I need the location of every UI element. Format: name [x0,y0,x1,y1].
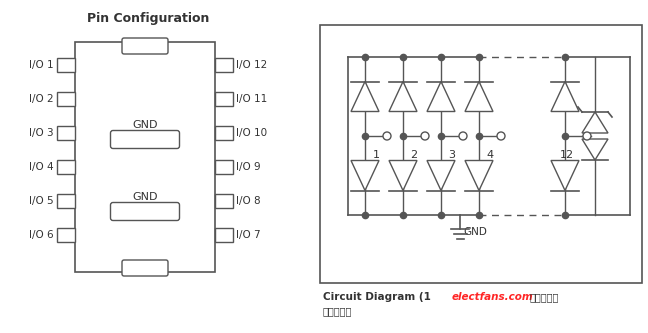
Text: I/O 9: I/O 9 [236,162,260,172]
Polygon shape [427,161,455,190]
Bar [215,228,233,242]
Text: 电路原理及: 电路原理及 [530,292,559,302]
FancyBboxPatch shape [122,260,168,276]
Bar [215,126,233,140]
Circle shape [583,132,591,140]
Text: 3: 3 [448,150,456,160]
Text: I/O 12: I/O 12 [236,60,267,70]
Text: I/O 7: I/O 7 [236,230,260,240]
Text: I/O 8: I/O 8 [236,196,260,206]
Text: GND: GND [132,120,157,130]
Bar [215,92,233,106]
Text: 4: 4 [487,150,494,160]
Bar [57,92,75,106]
Text: I/O 5: I/O 5 [29,196,54,206]
Bar [320,25,642,283]
Bar [57,194,75,208]
Polygon shape [351,161,379,190]
Bar [215,58,233,72]
Text: 2: 2 [410,150,417,160]
Bar [57,58,75,72]
FancyBboxPatch shape [122,38,168,54]
Bar [215,160,233,174]
Polygon shape [465,82,493,112]
Text: I/O 6: I/O 6 [29,230,54,240]
Polygon shape [427,82,455,112]
Text: Pin Configuration: Pin Configuration [87,12,209,25]
Text: 1: 1 [373,150,380,160]
Text: I/O 2: I/O 2 [29,94,54,104]
Text: 电子发烧友: 电子发烧友 [323,306,353,316]
Polygon shape [351,82,379,112]
FancyBboxPatch shape [111,202,179,220]
Bar [57,126,75,140]
Polygon shape [582,139,608,160]
Bar [215,194,233,208]
Circle shape [383,132,391,140]
Text: GND: GND [132,192,157,202]
Circle shape [497,132,505,140]
Polygon shape [389,82,417,112]
Polygon shape [551,82,579,112]
Bar [75,42,215,272]
Text: I/O 1: I/O 1 [29,60,54,70]
Polygon shape [582,112,608,133]
Text: Circuit Diagram (1: Circuit Diagram (1 [323,292,431,302]
Text: I/O 3: I/O 3 [29,128,54,138]
Bar [57,160,75,174]
Polygon shape [551,161,579,190]
Circle shape [421,132,429,140]
Circle shape [459,132,467,140]
Polygon shape [465,161,493,190]
Polygon shape [389,161,417,190]
Text: I/O 11: I/O 11 [236,94,267,104]
Text: electfans.com: electfans.com [452,292,533,302]
FancyBboxPatch shape [111,131,179,149]
Bar [57,228,75,242]
Text: I/O 4: I/O 4 [29,162,54,172]
Text: 12: 12 [560,150,574,160]
Text: GND: GND [463,227,487,237]
Text: I/O 10: I/O 10 [236,128,267,138]
